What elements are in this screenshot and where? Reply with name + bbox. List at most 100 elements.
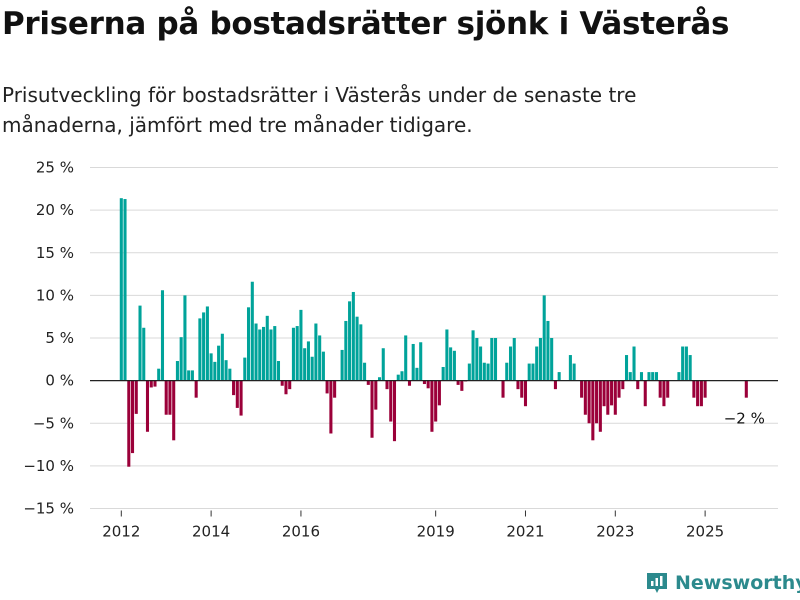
bar — [232, 380, 236, 396]
bar — [295, 326, 299, 381]
bar — [138, 305, 142, 381]
bar — [153, 380, 157, 387]
bar — [651, 372, 655, 381]
bar — [426, 380, 430, 389]
bar — [703, 380, 707, 398]
annotations: −2 % — [724, 410, 765, 428]
bar — [321, 351, 325, 381]
x-tick-label: 2016 — [282, 523, 320, 541]
bar — [288, 380, 292, 390]
x-tick-label: 2021 — [506, 523, 544, 541]
bar — [501, 380, 505, 398]
bar — [160, 290, 165, 381]
bar — [149, 380, 153, 388]
bar — [602, 380, 606, 407]
bar — [520, 380, 524, 398]
bar — [445, 329, 449, 381]
bar — [340, 349, 344, 381]
bar — [179, 337, 183, 381]
bar — [269, 329, 273, 381]
bar — [310, 356, 314, 381]
bar — [220, 333, 224, 381]
bar — [381, 348, 385, 381]
bar — [508, 346, 513, 381]
bar — [250, 281, 254, 381]
y-tick-label: −15 % — [23, 500, 74, 518]
bar — [606, 380, 610, 415]
bar — [190, 370, 194, 381]
bar — [239, 380, 243, 416]
y-axis-ticks: 25 % 20 % 15 % 10 % 5 % 0 % −5 % −10 % −15 % — [23, 159, 74, 518]
y-tick-label: −10 % — [23, 457, 74, 475]
bar — [404, 335, 408, 381]
bar — [486, 363, 490, 381]
bar — [374, 380, 378, 410]
bar — [198, 318, 202, 381]
bar — [243, 357, 247, 381]
bar-chart: 25 % 20 % 15 % 10 % 5 % 0 % −5 % −10 % −15 % 201… — [23, 159, 778, 541]
bar — [505, 362, 509, 381]
bar — [213, 361, 217, 381]
bar — [359, 324, 363, 381]
bar — [370, 380, 374, 438]
gridlines — [90, 167, 778, 509]
bar — [246, 307, 251, 381]
chart-title: Priserna på bostadsrätter sjönk i Väster… — [2, 6, 730, 42]
bar — [677, 372, 681, 381]
x-tick-label: 2019 — [417, 523, 455, 541]
bar — [658, 380, 662, 398]
bar — [610, 380, 614, 406]
bar — [490, 338, 494, 381]
bar — [598, 380, 602, 432]
bar — [437, 380, 441, 406]
bar — [123, 199, 127, 381]
bar — [329, 380, 333, 434]
bar — [568, 355, 572, 381]
bar — [392, 380, 397, 442]
newsworthy-logo-text: Newsworthy — [675, 572, 800, 594]
bar — [235, 380, 239, 408]
bar — [681, 346, 685, 381]
bar — [636, 380, 640, 390]
bar — [168, 380, 172, 415]
bar — [303, 348, 307, 381]
newsworthy-logo-icon — [647, 573, 667, 593]
bar — [449, 347, 453, 381]
bar — [194, 380, 198, 398]
bar — [366, 380, 370, 385]
bar — [460, 380, 464, 391]
bar — [639, 372, 644, 381]
bar — [157, 368, 161, 381]
bar — [119, 198, 123, 381]
bar — [666, 380, 670, 398]
bar — [130, 380, 135, 454]
bar — [471, 330, 475, 381]
bar — [400, 371, 404, 381]
bar — [591, 380, 595, 441]
bar — [647, 372, 651, 381]
bar — [142, 327, 146, 381]
bar — [550, 338, 554, 381]
bar — [217, 345, 221, 381]
y-tick-label: 10 % — [36, 286, 74, 304]
bar — [284, 380, 288, 395]
bar — [452, 350, 456, 381]
bar — [377, 377, 382, 381]
bar — [613, 380, 617, 415]
bar — [467, 363, 471, 381]
bar — [684, 346, 688, 381]
bar — [363, 362, 367, 381]
bar — [254, 323, 258, 381]
bar — [164, 380, 168, 415]
bar — [542, 295, 546, 381]
bar — [624, 355, 629, 381]
bar — [344, 320, 348, 381]
bar — [396, 374, 400, 381]
bar — [415, 367, 419, 381]
last-value-annotation: −2 % — [724, 410, 765, 428]
bar — [441, 366, 445, 381]
bar — [595, 380, 599, 424]
bar — [538, 338, 542, 381]
bar — [127, 380, 131, 467]
bar — [493, 338, 498, 381]
